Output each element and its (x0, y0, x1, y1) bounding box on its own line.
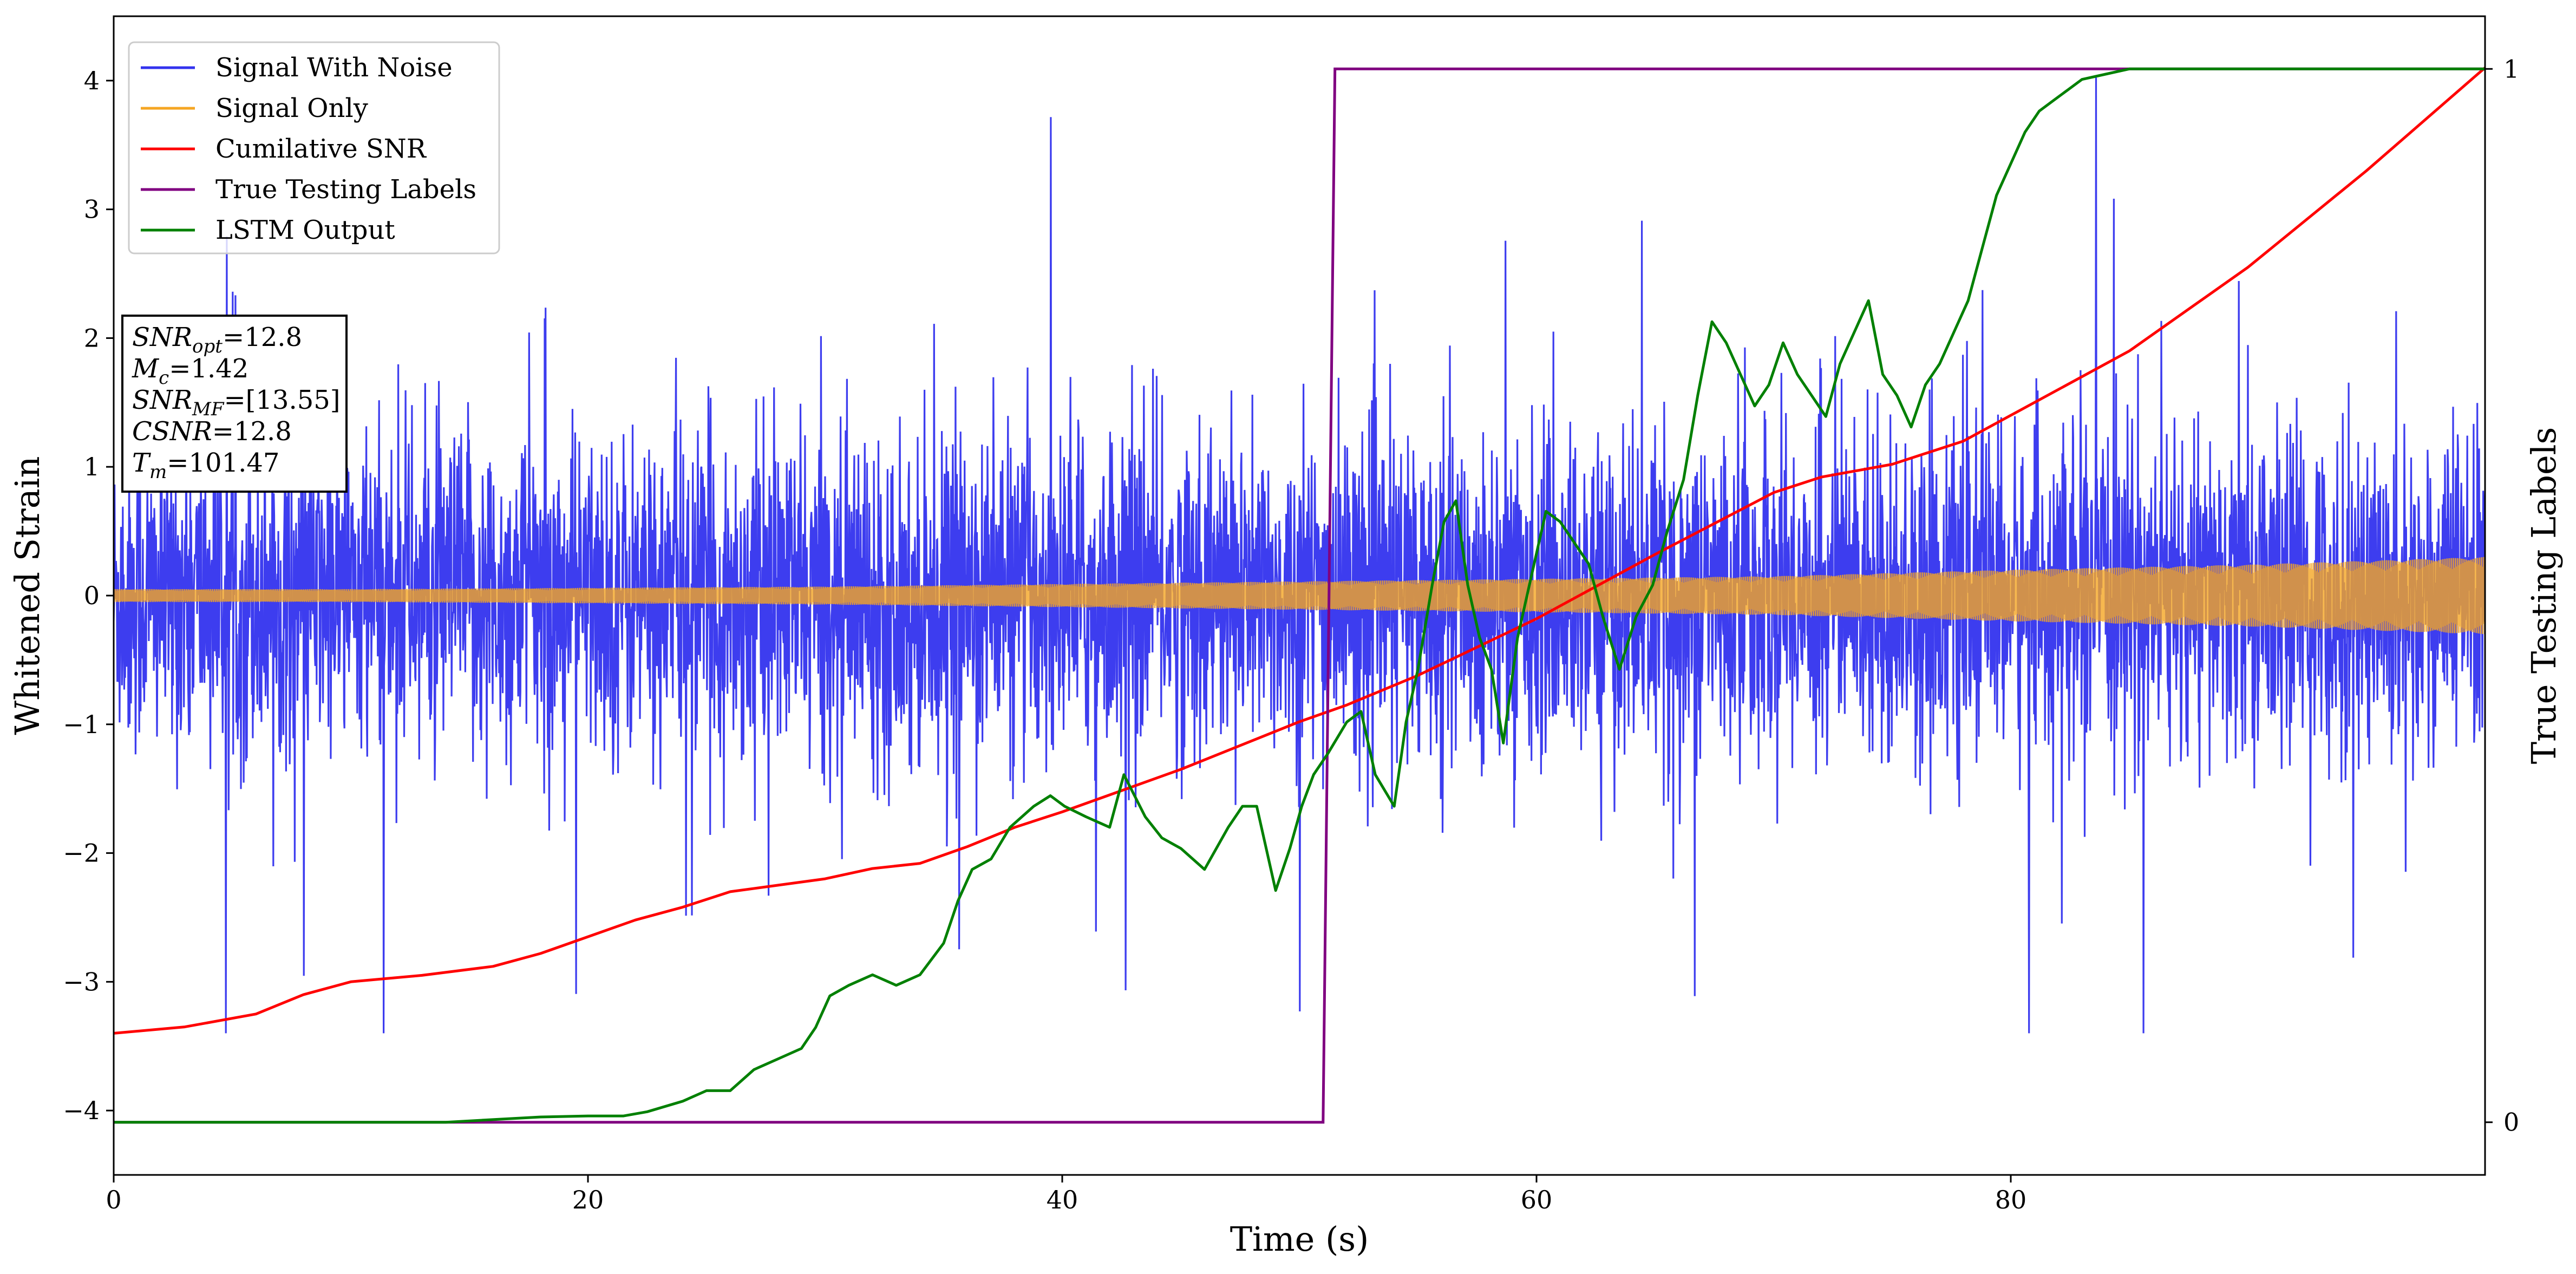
series-true-testing-labels (114, 67, 2485, 1124)
series-cumilative-snr (114, 67, 2485, 1035)
y-tick-label: −3 (63, 967, 100, 996)
y-tick-label: 3 (84, 195, 100, 224)
legend-label: True Testing Labels (215, 174, 476, 205)
y-axis-right-title: True Testing Labels (2524, 427, 2564, 765)
series-lstm-output (114, 67, 2485, 1124)
y-tick-label: −1 (63, 710, 100, 739)
legend-label: Signal Only (215, 93, 368, 123)
y-right-tick-label: 0 (2503, 1108, 2519, 1137)
annotation-line: Tm=101.47 (132, 448, 279, 483)
y-right-tick-label: 1 (2503, 54, 2519, 83)
annotation-frame (121, 315, 348, 493)
annotation-line: Mc=1.42 (132, 354, 249, 389)
y-tick-label: −4 (63, 1096, 100, 1125)
legend-box (128, 41, 500, 254)
series-signal-with-noise (114, 77, 2485, 1034)
x-tick-label: 40 (1047, 1185, 1078, 1214)
series-signal-only (114, 557, 2485, 635)
y-tick-label: −2 (63, 839, 100, 868)
x-tick-label: 60 (1521, 1185, 1553, 1214)
legend-label: Signal With Noise (215, 53, 453, 83)
y-tick-label: 2 (84, 323, 100, 352)
x-tick-label: 20 (572, 1185, 604, 1214)
legend: Signal With Noise Signal Only Cumilative S… (128, 41, 500, 254)
legend-label: LSTM Output (215, 215, 395, 245)
x-tick-label: 80 (1995, 1185, 2027, 1214)
annotation-line: SNRopt=12.8 (132, 322, 302, 357)
parameter-annotation-box: SNRopt=12.8Mc=1.42SNRMF=[13.55]CSNR=12.8… (121, 315, 348, 493)
annotation-line: CSNR=12.8 (132, 416, 292, 447)
y-tick-label: 0 (84, 581, 100, 610)
annotation-line: SNRMF=[13.55] (132, 385, 341, 420)
plot-area (114, 67, 2485, 1124)
x-tick-label: 0 (106, 1185, 121, 1214)
y-tick-label: 1 (84, 452, 100, 481)
y-axis-title: Whitened Strain (8, 456, 47, 735)
x-axis-title: Time (s) (1230, 1219, 1369, 1259)
legend-label: Cumilative SNR (215, 134, 427, 164)
y-tick-label: 4 (84, 66, 100, 95)
